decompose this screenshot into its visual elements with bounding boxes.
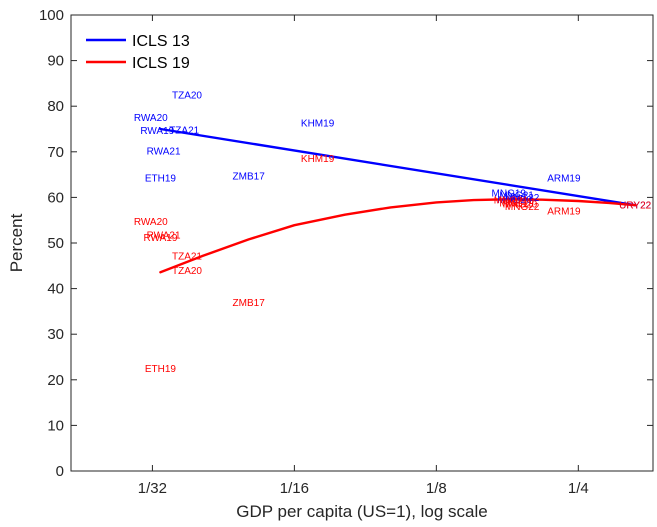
point-label-mng22: MNG22 <box>505 193 540 204</box>
y-tick-label: 100 <box>39 7 64 24</box>
y-tick-label: 50 <box>47 235 64 252</box>
x-axis-title: GDP per capita (US=1), log scale <box>236 502 488 521</box>
point-label-mng20: MNG20 <box>503 200 538 211</box>
y-tick-label: 0 <box>56 463 64 480</box>
point-label-rwa21: RWA21 <box>147 230 181 241</box>
point-label-ury22: URY22 <box>619 201 651 212</box>
x-tick-label: 1/16 <box>280 480 309 497</box>
point-label-mng21: MNG21 <box>499 191 534 202</box>
point-label-tza21: TZA21 <box>169 125 199 136</box>
x-tick-label: 1/8 <box>426 480 447 497</box>
x-tick-label: 1/32 <box>138 480 167 497</box>
point-label-tza20: TZA20 <box>172 266 202 277</box>
point-label-mng21: MNG21 <box>494 196 529 207</box>
y-tick-label: 20 <box>47 372 64 389</box>
y-axis-title: Percent <box>7 213 26 272</box>
point-label-rwa19: RWA19 <box>143 233 177 244</box>
point-label-ury22: URY22 <box>619 201 651 212</box>
y-tick-label: 30 <box>47 326 64 343</box>
point-label-mng19: MNG19 <box>492 188 527 199</box>
point-label-tza20: TZA20 <box>172 90 202 101</box>
point-label-arm19: ARM19 <box>547 174 581 185</box>
legend-label: ICLS 13 <box>132 33 190 50</box>
y-tick-label: 10 <box>47 417 64 434</box>
point-label-mng22: MNG22 <box>505 202 540 213</box>
point-label-mng19: MNG19 <box>499 198 534 209</box>
point-label-rwa19: RWA19 <box>140 126 174 137</box>
point-label-arm19: ARM19 <box>547 207 581 218</box>
fit-lines <box>159 127 637 274</box>
fit-line-icls-13 <box>159 127 637 207</box>
point-label-rwa21: RWA21 <box>147 146 181 157</box>
point-label-zmb17: ZMB17 <box>233 298 266 309</box>
fit-line-icls-19 <box>159 198 637 274</box>
point-label-tza21: TZA21 <box>172 251 202 262</box>
legend: ICLS 13 ICLS 19 <box>86 33 190 72</box>
x-tick-label: 1/4 <box>568 480 589 497</box>
point-label-eth19: ETH19 <box>145 173 177 184</box>
y-tick-label: 40 <box>47 281 64 298</box>
point-label-mng20: MNG20 <box>497 195 532 206</box>
point-label-khm19: KHM19 <box>301 119 335 130</box>
y-tick-label: 90 <box>47 53 64 70</box>
y-tick-label: 60 <box>47 189 64 206</box>
y-tick-label: 80 <box>47 98 64 115</box>
point-label-khm19: KHM19 <box>301 154 335 165</box>
point-label-rwa20: RWA20 <box>134 217 168 228</box>
x-axis: 1/32 1/16 1/8 1/4 <box>138 15 589 497</box>
y-axis: 0 10 20 30 40 50 60 70 80 90 100 <box>39 7 653 480</box>
plot-area <box>70 14 654 472</box>
y-tick-label: 70 <box>47 144 64 161</box>
point-label-eth19: ETH19 <box>145 364 177 375</box>
legend-label: ICLS 19 <box>132 55 190 72</box>
point-label-zmb17: ZMB17 <box>233 171 266 182</box>
point-label-rwa20: RWA20 <box>134 113 168 124</box>
